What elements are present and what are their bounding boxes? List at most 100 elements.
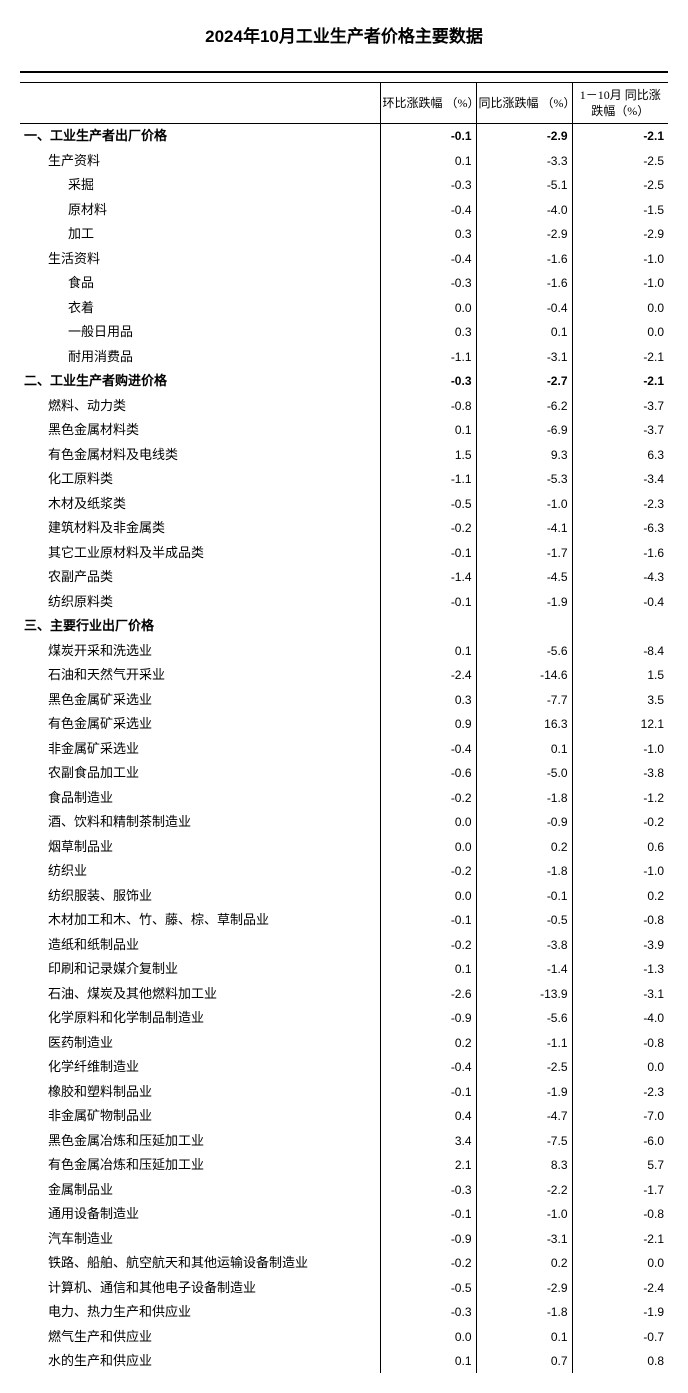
- table-row: 木材及纸浆类-0.5-1.0-2.3: [20, 491, 668, 516]
- row-label: 黑色金属材料类: [20, 418, 380, 443]
- row-label: 石油、煤炭及其他燃料加工业: [20, 981, 380, 1006]
- row-value: -1.0: [476, 491, 572, 516]
- row-label: 化工原料类: [20, 467, 380, 492]
- col-header-blank: [20, 82, 380, 123]
- table-row: 黑色金属材料类0.1-6.9-3.7: [20, 418, 668, 443]
- row-value: 1.5: [572, 663, 668, 688]
- row-value: -1.0: [476, 1202, 572, 1227]
- row-value: -0.2: [380, 859, 476, 884]
- row-value: 0.2: [476, 1251, 572, 1276]
- row-value: -0.4: [380, 736, 476, 761]
- row-label: 有色金属冶炼和压延加工业: [20, 1153, 380, 1178]
- row-label: 食品制造业: [20, 785, 380, 810]
- row-value: 6.3: [572, 442, 668, 467]
- table-row: 加工0.3-2.9-2.9: [20, 222, 668, 247]
- row-value: -3.7: [572, 393, 668, 418]
- row-value: 0.0: [572, 1251, 668, 1276]
- row-value: -1.2: [572, 785, 668, 810]
- row-value: -0.2: [572, 810, 668, 835]
- row-value: -3.4: [572, 467, 668, 492]
- row-label: 纺织服装、服饰业: [20, 883, 380, 908]
- row-value: 0.3: [380, 222, 476, 247]
- row-label: 烟草制品业: [20, 834, 380, 859]
- row-label: 生产资料: [20, 148, 380, 173]
- row-label: 衣着: [20, 295, 380, 320]
- row-value: -0.4: [476, 295, 572, 320]
- row-label: 农副食品加工业: [20, 761, 380, 786]
- row-value: -4.0: [476, 197, 572, 222]
- row-value: 0.0: [572, 1055, 668, 1080]
- row-value: -2.3: [572, 491, 668, 516]
- table-row: 化学原料和化学制品制造业-0.9-5.6-4.0: [20, 1006, 668, 1031]
- row-value: -7.0: [572, 1104, 668, 1129]
- row-value: -6.2: [476, 393, 572, 418]
- row-value: 0.0: [380, 834, 476, 859]
- row-value: -0.8: [572, 908, 668, 933]
- col-header-ytd: 1－10月 同比涨跌幅（%）: [572, 82, 668, 123]
- row-value: -0.4: [380, 197, 476, 222]
- row-value: 0.3: [380, 687, 476, 712]
- row-label: 非金属矿物制品业: [20, 1104, 380, 1129]
- table-row: 纺织服装、服饰业0.0-0.10.2: [20, 883, 668, 908]
- row-value: -4.0: [572, 1006, 668, 1031]
- row-label: 纺织原料类: [20, 589, 380, 614]
- row-label: 煤炭开采和洗选业: [20, 638, 380, 663]
- row-value: 0.0: [380, 810, 476, 835]
- row-label: 水的生产和供应业: [20, 1349, 380, 1374]
- row-value: -0.1: [476, 883, 572, 908]
- row-value: -0.5: [476, 908, 572, 933]
- row-value: -1.6: [572, 540, 668, 565]
- table-row: 其它工业原材料及半成品类-0.1-1.7-1.6: [20, 540, 668, 565]
- row-value: -13.9: [476, 981, 572, 1006]
- row-value: -0.3: [380, 1300, 476, 1325]
- row-label: 食品: [20, 271, 380, 296]
- row-label: 医药制造业: [20, 1030, 380, 1055]
- row-value: -0.5: [380, 1275, 476, 1300]
- row-value: -0.1: [380, 123, 476, 148]
- row-value: -2.5: [476, 1055, 572, 1080]
- row-value: 0.1: [380, 638, 476, 663]
- row-value: -1.6: [476, 271, 572, 296]
- row-value: -1.0: [572, 736, 668, 761]
- row-label: 金属制品业: [20, 1177, 380, 1202]
- row-value: -1.4: [380, 565, 476, 590]
- row-value: -8.4: [572, 638, 668, 663]
- row-value: -1.5: [572, 197, 668, 222]
- row-label: 印刷和记录媒介复制业: [20, 957, 380, 982]
- row-value: -1.1: [476, 1030, 572, 1055]
- row-label: 电力、热力生产和供应业: [20, 1300, 380, 1325]
- table-row: 造纸和纸制品业-0.2-3.8-3.9: [20, 932, 668, 957]
- table-row: 黑色金属矿采选业0.3-7.73.5: [20, 687, 668, 712]
- table-row: 有色金属冶炼和压延加工业2.18.35.7: [20, 1153, 668, 1178]
- row-value: -0.9: [380, 1226, 476, 1251]
- table-row: 生产资料0.1-3.3-2.5: [20, 148, 668, 173]
- row-value: -3.1: [476, 1226, 572, 1251]
- row-label: 农副产品类: [20, 565, 380, 590]
- row-value: -0.2: [380, 785, 476, 810]
- table-row: 衣着0.0-0.40.0: [20, 295, 668, 320]
- row-label: 耐用消费品: [20, 344, 380, 369]
- row-value: -2.9: [476, 123, 572, 148]
- row-label: 三、主要行业出厂价格: [20, 614, 380, 639]
- row-value: -2.7: [476, 369, 572, 394]
- row-value: -1.8: [476, 1300, 572, 1325]
- row-value: -0.7: [572, 1324, 668, 1349]
- row-value: -1.6: [476, 246, 572, 271]
- row-value: -1.9: [572, 1300, 668, 1325]
- table-row: 一般日用品0.30.10.0: [20, 320, 668, 345]
- table-row: 酒、饮料和精制茶制造业0.0-0.9-0.2: [20, 810, 668, 835]
- table-row: 化学纤维制造业-0.4-2.50.0: [20, 1055, 668, 1080]
- row-label: 燃料、动力类: [20, 393, 380, 418]
- row-value: 0.4: [380, 1104, 476, 1129]
- table-row: 原材料-0.4-4.0-1.5: [20, 197, 668, 222]
- row-value: 0.0: [572, 320, 668, 345]
- row-value: -0.1: [380, 1202, 476, 1227]
- row-value: -2.1: [572, 1226, 668, 1251]
- row-value: -0.9: [380, 1006, 476, 1031]
- row-value: -1.7: [476, 540, 572, 565]
- row-value: 0.3: [380, 320, 476, 345]
- row-value: -1.0: [572, 271, 668, 296]
- row-value: -2.5: [572, 148, 668, 173]
- table-row: 农副食品加工业-0.6-5.0-3.8: [20, 761, 668, 786]
- row-value: -1.7: [572, 1177, 668, 1202]
